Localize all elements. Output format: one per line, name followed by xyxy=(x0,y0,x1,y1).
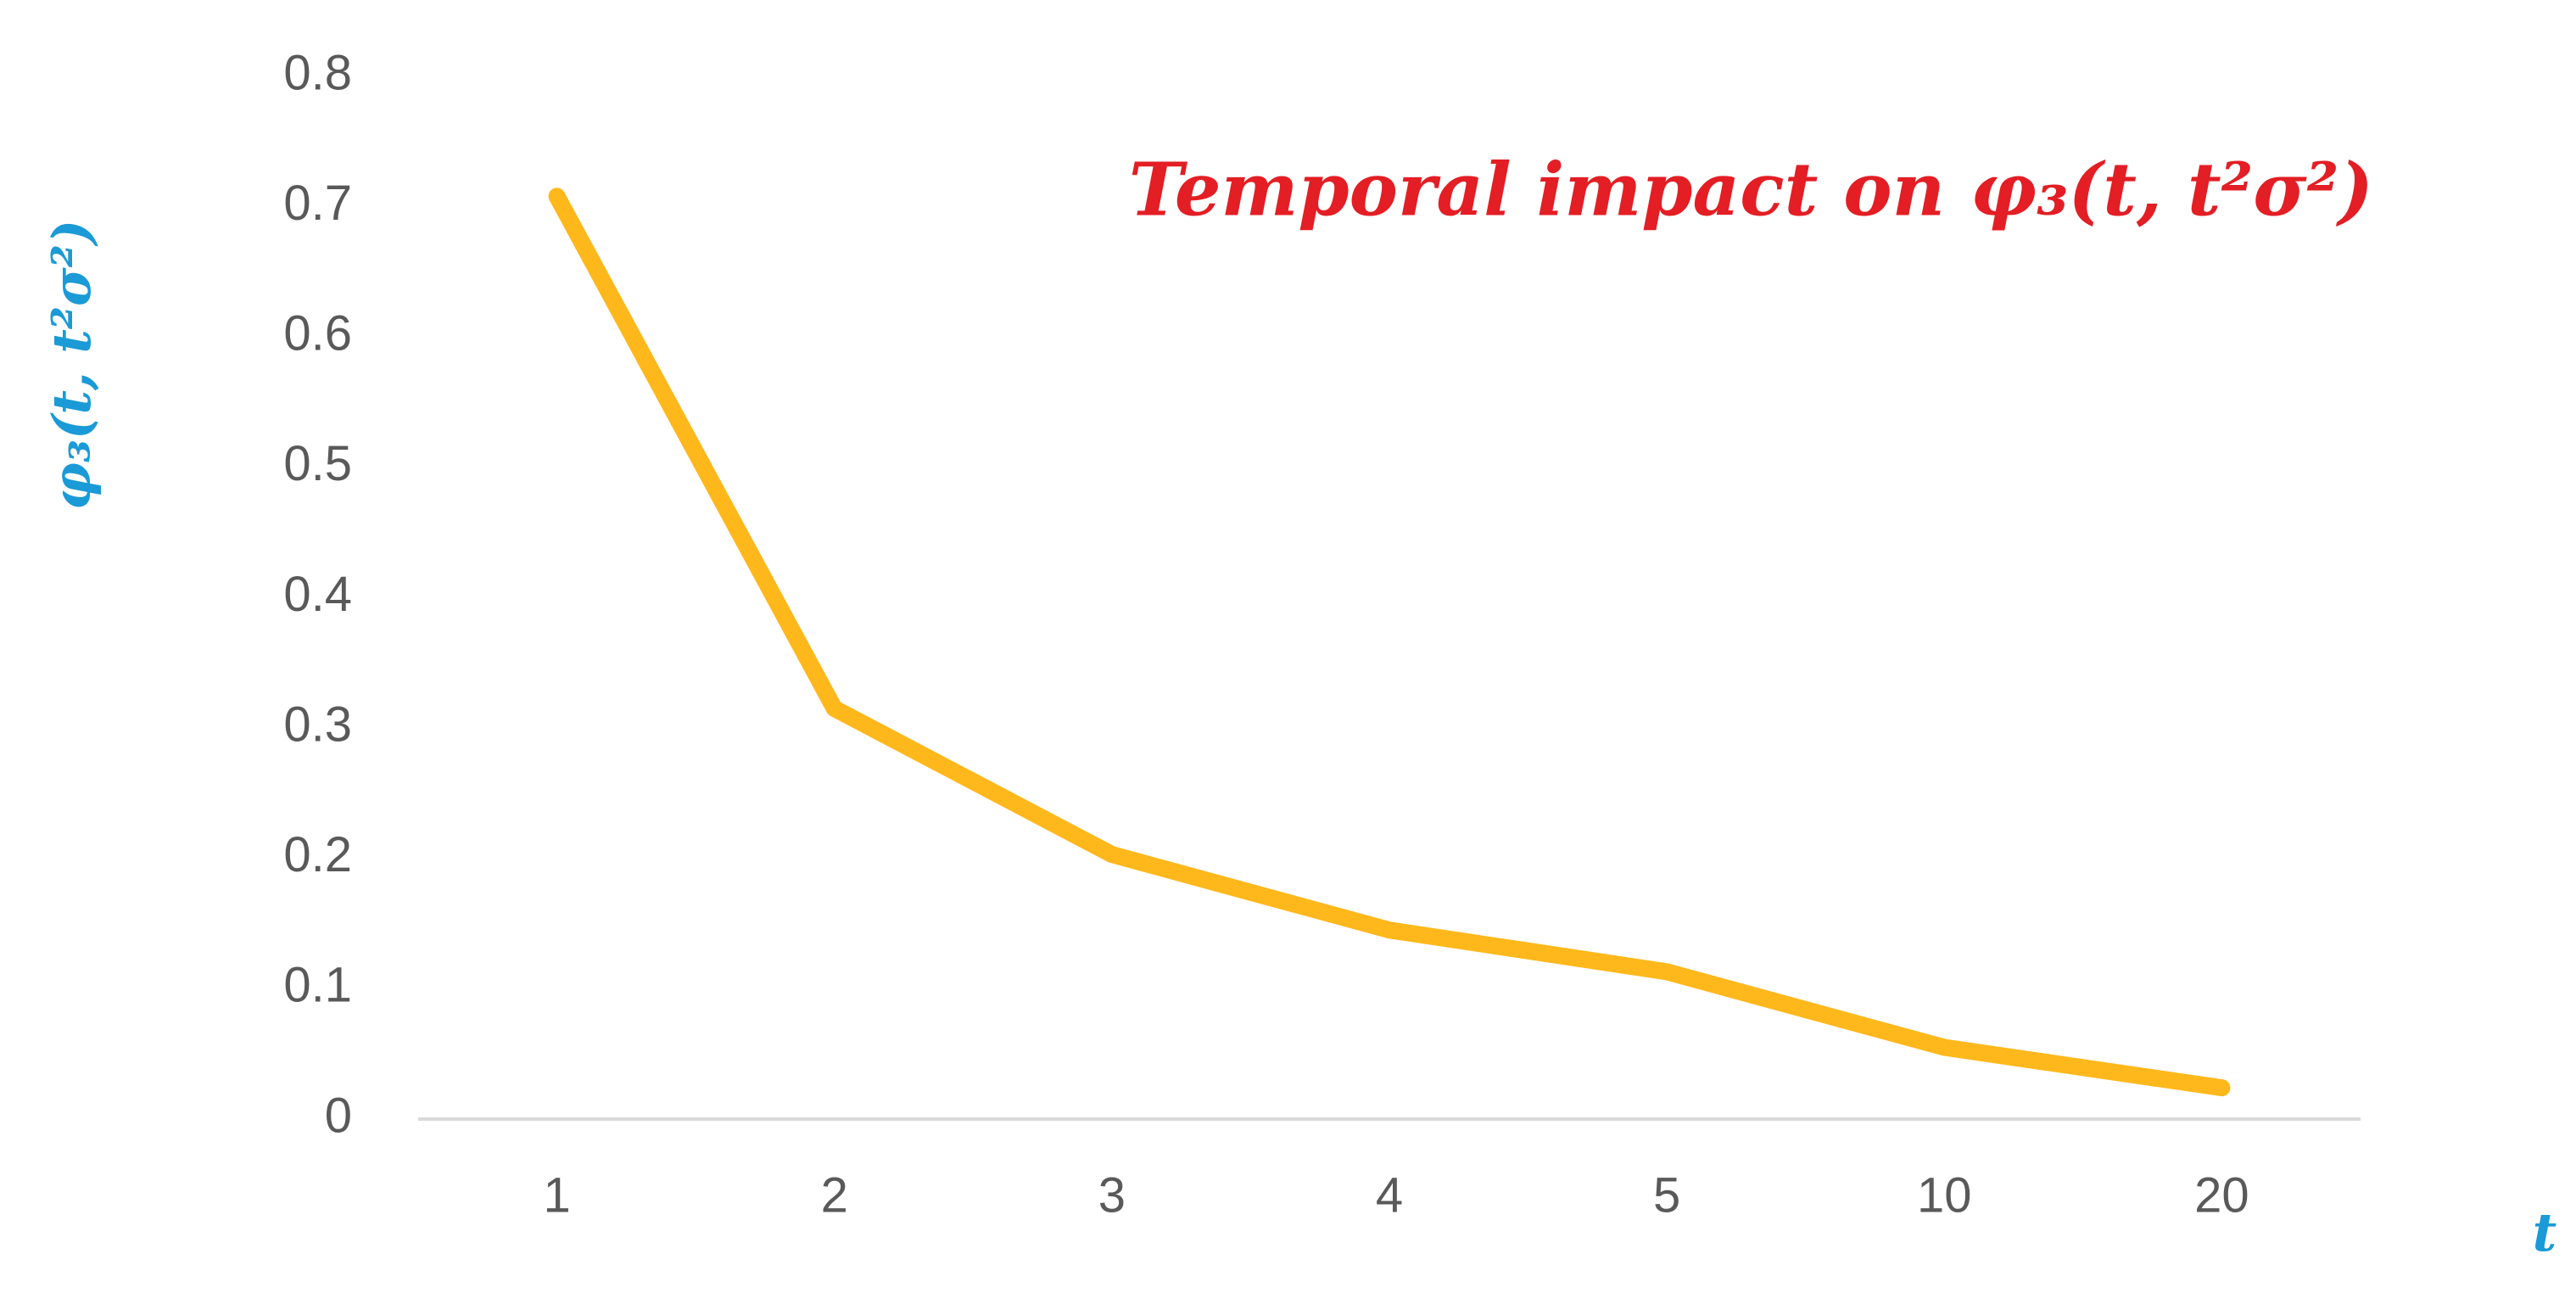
x-tick-label: 3 xyxy=(1098,1167,1126,1223)
y-tick-label: 0.6 xyxy=(283,306,352,361)
y-tick-label: 0.5 xyxy=(283,436,352,491)
x-tick-label: 2 xyxy=(821,1167,848,1223)
chart-title: Temporal impact on φ₃(t, t²σ²) xyxy=(1129,148,2373,233)
y-axis-title: φ₃(t, t²σ²) xyxy=(41,220,103,510)
y-tick-label: 0.7 xyxy=(283,176,352,231)
x-axis-title: t xyxy=(2533,1201,2557,1263)
y-tick-label: 0.3 xyxy=(283,697,352,752)
y-tick-label: 0.8 xyxy=(283,45,352,100)
x-tick-label: 1 xyxy=(543,1167,570,1223)
x-tick-label: 5 xyxy=(1653,1167,1680,1223)
y-tick-label: 0.2 xyxy=(283,827,352,882)
y-tick-label: 0.4 xyxy=(283,567,352,622)
data-line xyxy=(548,188,2231,1097)
y-tick-label: 0 xyxy=(325,1088,352,1143)
x-tick-label: 10 xyxy=(1917,1167,1972,1223)
x-tick-label: 4 xyxy=(1376,1167,1403,1223)
x-tick-label: 20 xyxy=(2194,1167,2249,1223)
y-tick-label: 0.1 xyxy=(283,958,352,1013)
